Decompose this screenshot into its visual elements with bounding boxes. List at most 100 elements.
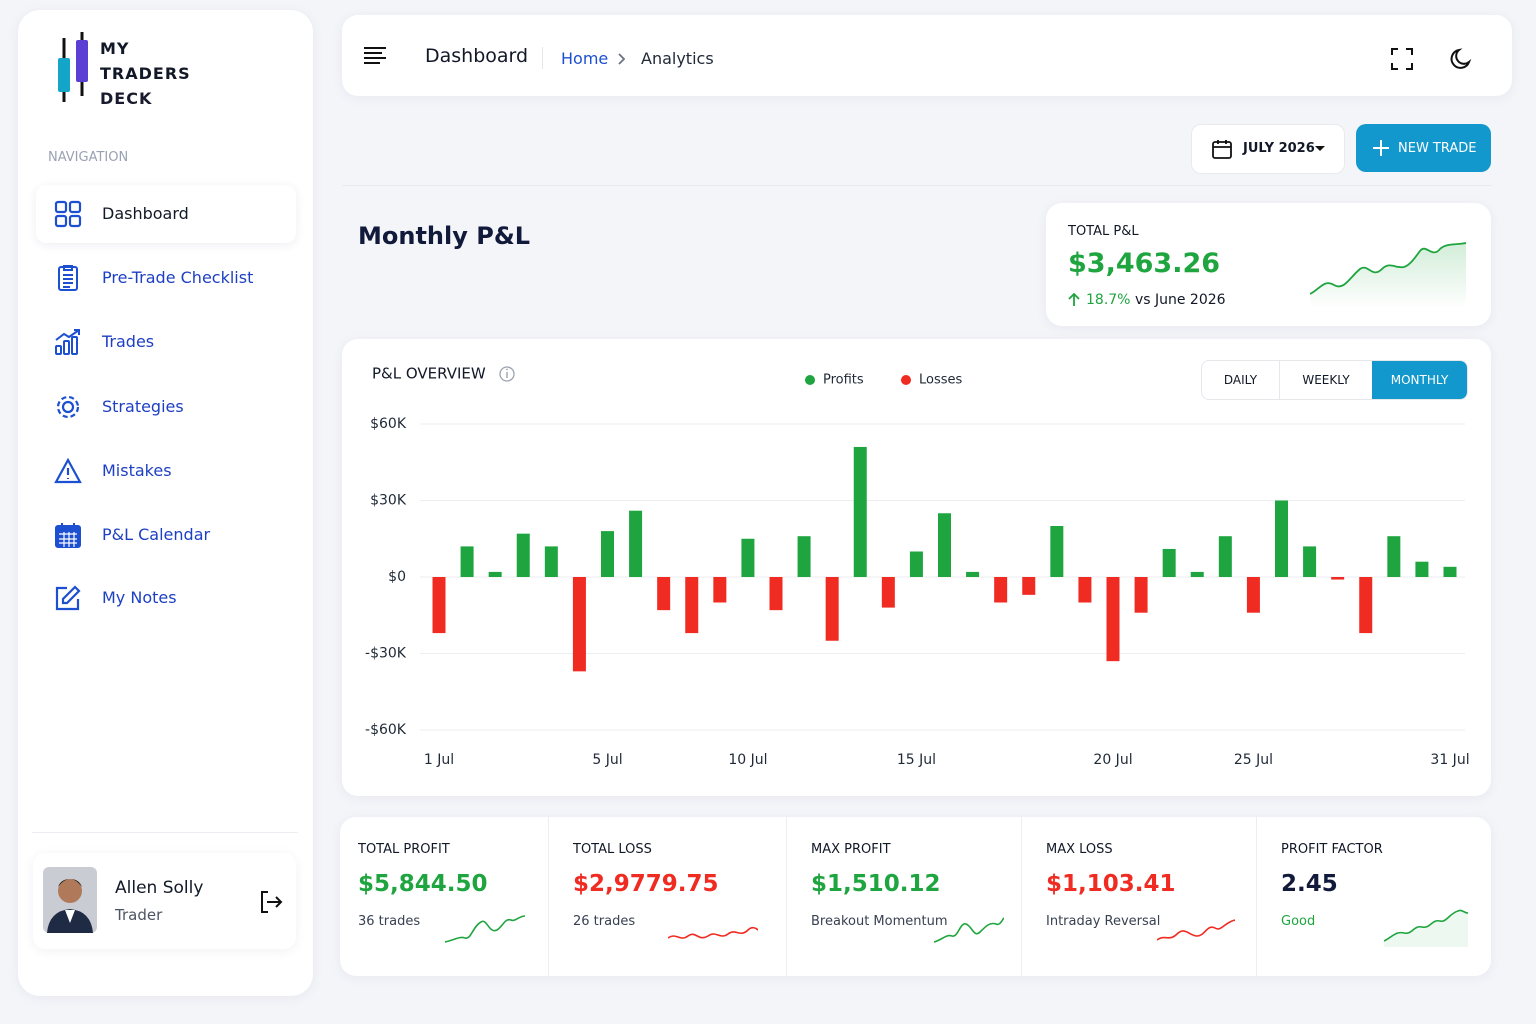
legend-swatch [805, 375, 815, 385]
bar [1050, 526, 1064, 577]
y-tick-label: -$30K [365, 646, 407, 662]
nav-text: Mistakes [102, 461, 172, 480]
nav-text: My Notes [102, 588, 177, 607]
user-role: Trader [115, 906, 163, 924]
bar [1303, 546, 1317, 577]
bar [966, 571, 980, 577]
x-tick-label: 31 Jul [1430, 752, 1469, 768]
nav-text: Pre-Trade Checklist [102, 268, 254, 287]
month-picker[interactable]: JULY 2026 [1191, 124, 1345, 174]
stat-note: 36 trades [358, 914, 421, 929]
sparkline [1384, 909, 1468, 947]
brand-line: DECK [100, 89, 153, 108]
bar [432, 577, 446, 634]
bar [769, 577, 783, 611]
chart: P&L OVERVIEW $60K $30K $0 -$30K -$60K 1 Jul 5 … [365, 365, 1470, 769]
sparkline [1310, 242, 1467, 309]
nav-icon [54, 200, 82, 228]
plus-icon [1373, 140, 1389, 156]
bar [572, 577, 586, 672]
stat-label: MAX PROFIT [811, 842, 891, 857]
nav-item[interactable]: Trades [36, 313, 296, 371]
brand: MY TRADERS DECK [100, 36, 191, 111]
nav-item[interactable]: Mistakes [36, 442, 296, 500]
bar [1387, 536, 1401, 577]
stat: PROFIT FACTOR 2.45 Good [1256, 817, 1491, 976]
nav-icon [56, 395, 80, 419]
total-label: TOTAL P&L [1068, 224, 1139, 239]
stat-note: 26 trades [573, 914, 636, 929]
chart-title: P&L OVERVIEW [372, 365, 486, 383]
bar [713, 577, 727, 603]
user-card[interactable]: Allen Solly Trader [33, 853, 296, 949]
nav-icon [55, 329, 80, 355]
bar [1331, 577, 1345, 580]
chevron [618, 53, 626, 65]
nav-item[interactable]: Pre-Trade Checklist [36, 249, 296, 307]
up-arrow [1068, 293, 1080, 306]
bar [657, 577, 671, 611]
period-toggle: DAILY WEEKLY MONTHLY [1201, 360, 1468, 400]
bar [1190, 571, 1204, 577]
nav-item[interactable]: My Notes [36, 569, 296, 627]
avatar [43, 867, 97, 933]
toggle-button[interactable]: WEEKLY [1280, 361, 1373, 399]
stat-label: MAX LOSS [1046, 842, 1113, 857]
stat-label: TOTAL PROFIT [358, 842, 450, 857]
bar [741, 538, 755, 577]
divider [32, 832, 298, 833]
toggle-button[interactable]: MONTHLY [1372, 361, 1467, 399]
stat-label: PROFIT FACTOR [1281, 842, 1383, 857]
nav-item[interactable]: Strategies [36, 378, 296, 436]
nav-item[interactable]: P&L Calendar [36, 506, 296, 564]
total-pnl-card: TOTAL P&L $3,463.26 18.7% vs June 2026 [1046, 203, 1491, 326]
bar [1162, 548, 1176, 577]
nav-item[interactable]: Dashboard [36, 185, 296, 243]
x-tick-label: 10 Jul [728, 752, 767, 768]
x-tick-label: 20 Jul [1093, 752, 1132, 768]
info-icon [499, 366, 515, 382]
bar [1275, 500, 1288, 577]
bar [1246, 577, 1260, 613]
y-tick-label: $0 [388, 569, 406, 585]
x-tick-label: 15 Jul [897, 752, 936, 768]
bar [797, 536, 811, 577]
bar [938, 513, 951, 577]
new-trade-button[interactable]: NEW TRADE [1356, 124, 1491, 172]
toggle-button[interactable]: DAILY [1202, 361, 1280, 399]
nav-text: P&L Calendar [102, 525, 211, 544]
theme-icon[interactable] [1449, 47, 1473, 71]
total-value: $3,463.26 [1068, 248, 1221, 279]
bar [994, 577, 1008, 603]
nav-text: Strategies [102, 397, 184, 416]
user-name: Allen Solly [115, 878, 204, 898]
logo-icon [58, 32, 88, 102]
change-compare: vs June 2026 [1134, 292, 1226, 308]
sparkline [668, 926, 758, 939]
fullscreen-icon[interactable] [1391, 48, 1413, 70]
stat-value: $2,9779.75 [573, 871, 719, 897]
menu-icon[interactable] [364, 46, 388, 64]
stat: MAX LOSS $1,103.41 Intraday Reversal [1021, 817, 1257, 976]
legend-label: Profits [823, 373, 864, 388]
stat: TOTAL PROFIT $5,844.50 36 trades [340, 817, 549, 976]
header-title: Dashboard [425, 45, 529, 67]
logout-icon[interactable] [258, 889, 284, 915]
bar [460, 546, 474, 577]
legend-swatch [901, 375, 911, 385]
header: Dashboard Home Analytics [342, 15, 1512, 96]
page-title: Monthly P&L [358, 222, 531, 250]
nav-label: NAVIGATION [48, 150, 129, 165]
caret [1315, 146, 1325, 151]
stat: TOTAL LOSS $2,9779.75 26 trades [548, 817, 787, 976]
stat-label: TOTAL LOSS [573, 842, 652, 857]
x-tick-label: 5 Jul [592, 752, 622, 768]
bar [629, 510, 643, 577]
legend-label: Losses [919, 373, 963, 388]
x-tick-label: 25 Jul [1234, 752, 1273, 768]
brand-line: MY [100, 39, 130, 58]
breadcrumb-link[interactable]: Home [561, 49, 609, 68]
stat-note: Breakout Momentum [811, 914, 948, 929]
bar [1415, 561, 1429, 577]
y-tick-label: $30K [370, 493, 407, 509]
